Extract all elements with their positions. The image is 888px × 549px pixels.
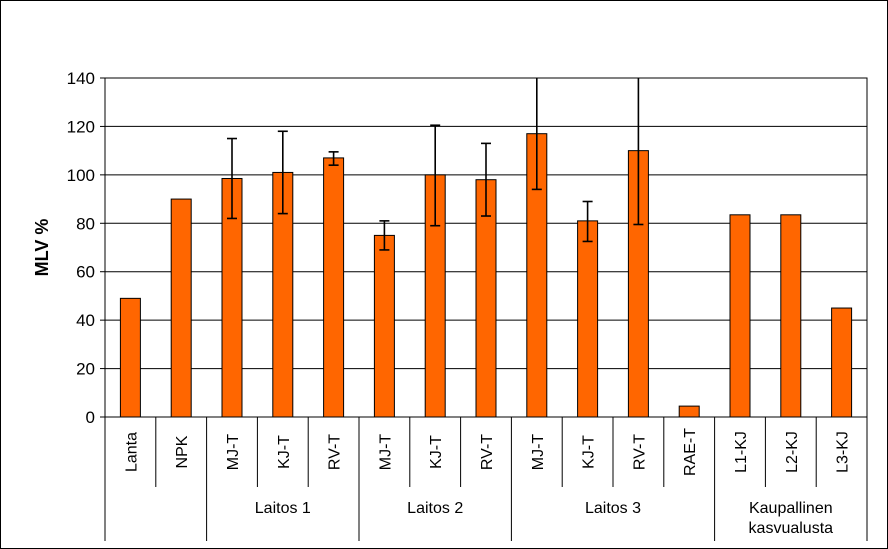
bar bbox=[577, 220, 599, 418]
y-axis-label: MLV % bbox=[32, 219, 52, 277]
category-label: RV-T bbox=[631, 434, 648, 470]
bar bbox=[373, 234, 395, 418]
category-label: L3-KJ bbox=[835, 431, 852, 473]
y-tick-label: 80 bbox=[76, 214, 95, 233]
category-label: RV-T bbox=[327, 434, 344, 470]
category-label: L2-KJ bbox=[784, 431, 801, 473]
category-label: RAE-T bbox=[682, 428, 699, 476]
category-label: MJ-T bbox=[530, 434, 547, 471]
group-label: kasvualusta bbox=[749, 520, 834, 537]
y-tick-label: 60 bbox=[76, 263, 95, 282]
category-label: NPK bbox=[174, 435, 191, 468]
bar bbox=[119, 297, 141, 418]
category-label: L1-KJ bbox=[733, 431, 750, 473]
category-label: MJ-T bbox=[225, 434, 242, 471]
group-label: Laitos 3 bbox=[585, 500, 641, 517]
y-tick-label: 100 bbox=[67, 166, 95, 185]
y-tick-label: 0 bbox=[86, 408, 95, 427]
bar bbox=[831, 307, 853, 418]
group-label: Laitos 2 bbox=[407, 500, 463, 517]
bar bbox=[323, 157, 345, 418]
category-label: KJ-T bbox=[581, 435, 598, 469]
category-label: KJ-T bbox=[428, 435, 445, 469]
group-label: Laitos 1 bbox=[255, 500, 311, 517]
group-label: Kaupallinen bbox=[749, 500, 833, 517]
bar bbox=[729, 214, 751, 418]
category-label: KJ-T bbox=[276, 435, 293, 469]
category-label: RV-T bbox=[479, 434, 496, 470]
bar bbox=[678, 405, 700, 418]
y-tick-label: 40 bbox=[76, 311, 95, 330]
bar bbox=[780, 214, 802, 418]
bar bbox=[170, 198, 192, 418]
y-tick-label: 140 bbox=[67, 69, 95, 88]
y-tick-label: 120 bbox=[67, 117, 95, 136]
category-label: MJ-T bbox=[377, 434, 394, 471]
y-tick-label: 20 bbox=[76, 360, 95, 379]
category-label: Lanta bbox=[123, 432, 140, 472]
